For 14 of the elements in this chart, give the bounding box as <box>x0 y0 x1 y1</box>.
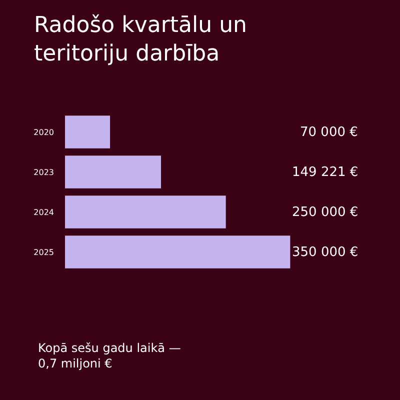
bar <box>65 196 226 228</box>
y-tick-label: 2024 <box>34 208 54 217</box>
bar <box>65 236 290 268</box>
data-label: 350 000 € <box>292 245 358 260</box>
data-label: 149 221 € <box>292 165 358 180</box>
y-tick-label: 2025 <box>34 248 54 257</box>
chart-title: Radošo kvartālu un teritoriju darbība <box>34 13 247 67</box>
y-tick-label: 2023 <box>34 168 54 177</box>
data-label: 250 000 € <box>292 205 358 220</box>
data-label: 70 000 € <box>300 125 358 140</box>
bar <box>65 116 110 148</box>
bar <box>65 156 162 188</box>
text: Kopā sešu gadu laikā — 0,7 miljoni € <box>38 341 181 371</box>
y-tick-label: 2020 <box>34 128 54 137</box>
